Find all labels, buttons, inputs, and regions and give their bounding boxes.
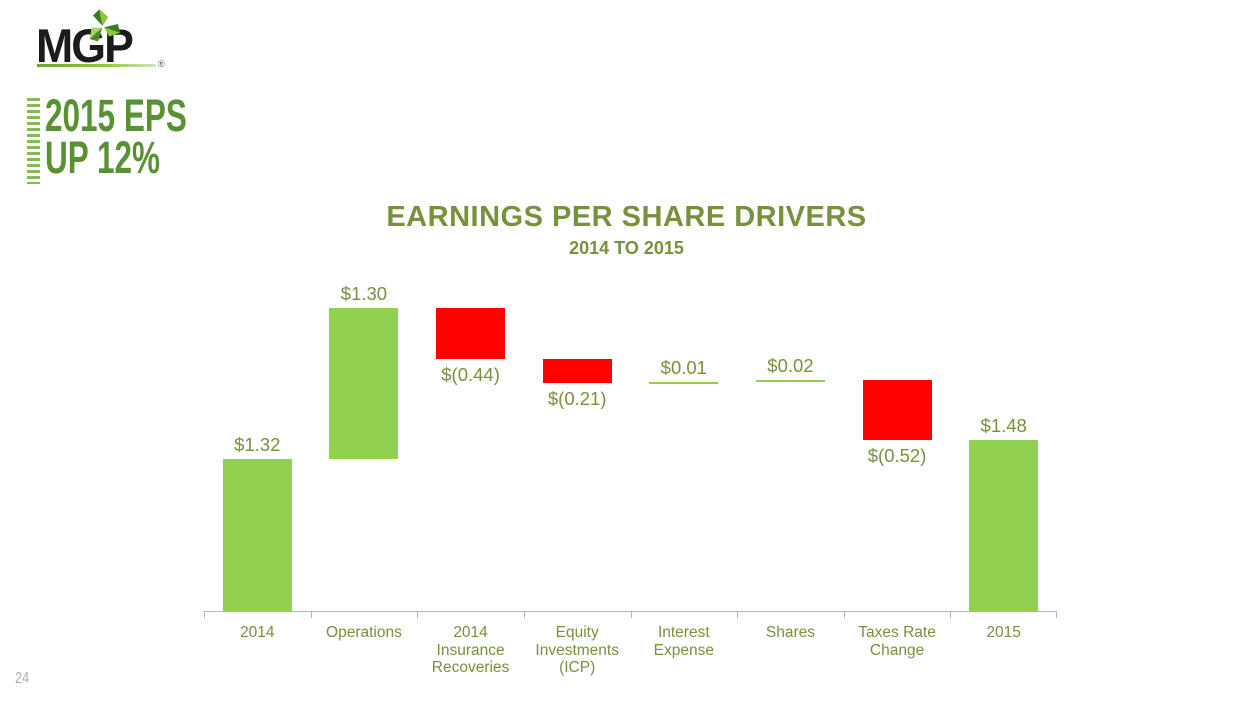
x-axis-tick [950, 611, 951, 618]
bar-value-label: $1.32 [234, 433, 281, 455]
mgp-leaf-icon [82, 6, 124, 53]
x-axis-tick [1056, 611, 1057, 618]
chart-subtitle: 2014 TO 2015 [569, 238, 684, 258]
bar-value-label: $(0.21) [547, 388, 607, 410]
x-axis-category-label: Shares [765, 624, 815, 641]
x-axis-tick [204, 611, 205, 618]
x-axis-tick [844, 611, 845, 618]
slide-heading: 2015 EPS UP 12% [27, 90, 248, 184]
waterfall-bar-taxesrate-change [862, 380, 932, 441]
bar-value-label: $0.02 [767, 355, 814, 376]
bar-value-label: $(0.52) [867, 445, 927, 467]
dashed-accent-bar [27, 98, 40, 184]
waterfall-bar-interest-expense [649, 382, 719, 384]
waterfall-chart: $1.32 2014 $1.30 Operations $(0.44) 2014 Insur… [204, 280, 1057, 676]
page-number: 24 [15, 670, 30, 687]
heading-line-2: UP 12% [45, 132, 160, 183]
waterfall-bar-2015 [969, 440, 1039, 611]
x-axis-tick [737, 611, 738, 618]
x-axis-tick [311, 611, 312, 618]
bar-value-label: $1.48 [980, 415, 1027, 437]
heading-line-1: 2015 EPS [45, 90, 187, 141]
mgp-logo: MGP ® [36, 8, 206, 72]
registered-trademark-symbol: ® [158, 59, 165, 69]
bar-value-label: $(0.44) [441, 364, 500, 386]
x-axis-category-label: 2015 [986, 624, 1021, 641]
waterfall-bar-2014 [222, 458, 292, 611]
x-axis-tick [631, 611, 632, 618]
waterfall-bar-operations [329, 308, 399, 459]
x-axis-category-label: Interest Expense [653, 624, 714, 659]
x-axis-category-label: 2014 [240, 624, 275, 641]
logo-underline [37, 64, 156, 67]
x-axis-tick [417, 611, 418, 618]
waterfall-bar-equity-investments-icp [542, 359, 612, 384]
x-axis-category-label: Taxes Rate Change [858, 624, 936, 659]
waterfall-bar-shares [755, 380, 825, 383]
x-axis-category-label: Operations [326, 624, 402, 641]
waterfall-bar-2014-insurance-recoveries [436, 308, 506, 360]
x-axis-category-label: Equity Investments (ICP) [535, 624, 619, 676]
bar-value-label: $0.01 [660, 357, 707, 379]
x-axis-line [204, 611, 1057, 612]
x-axis-category-label: 2014 Insurance Recoveries [431, 624, 510, 676]
x-axis-tick [524, 611, 525, 618]
chart-title: EARNINGS PER SHARE DRIVERS [386, 201, 867, 233]
bar-value-label: $1.30 [340, 283, 388, 305]
